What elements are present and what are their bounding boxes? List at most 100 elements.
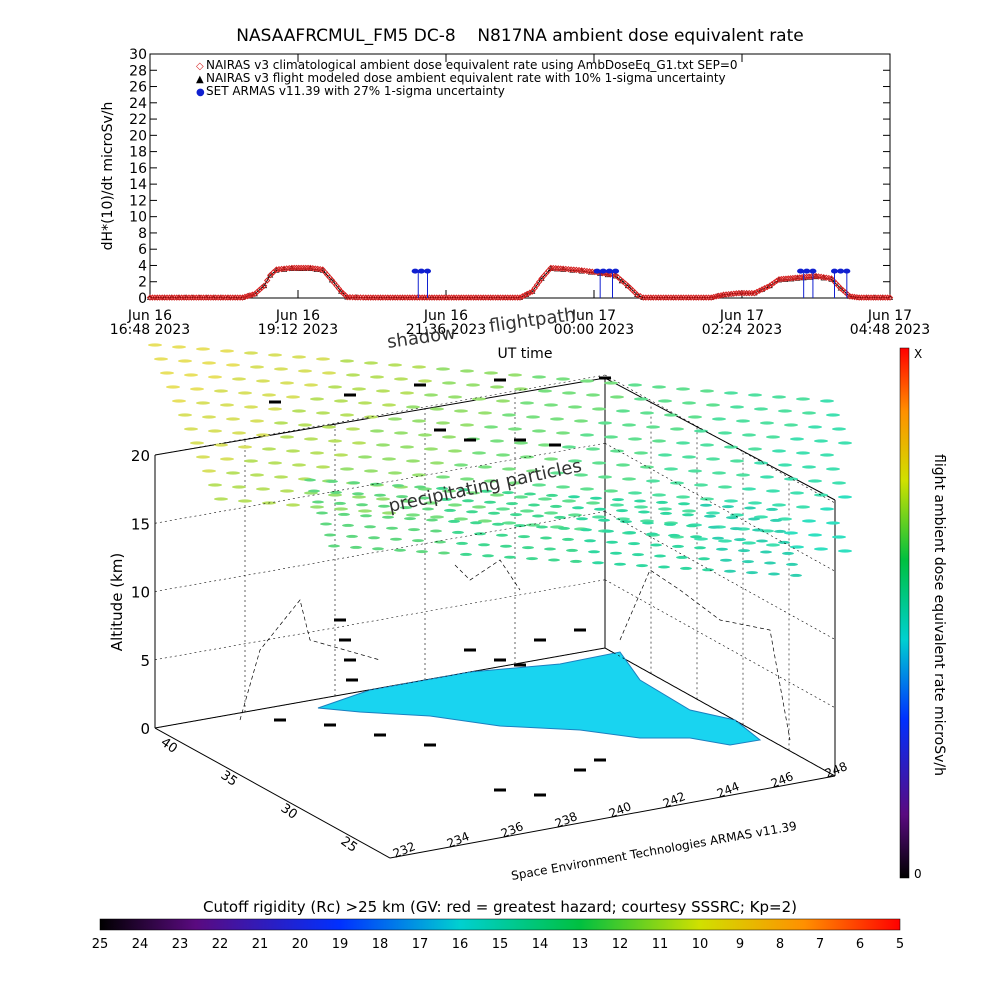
right-colorbar-bottom-label: 0: [914, 867, 922, 881]
nairas-climatology-point: [715, 292, 722, 300]
nairas-climatology-point: [236, 294, 244, 301]
rigidity-dash: [454, 517, 468, 521]
nairas-climatology-point: [462, 294, 470, 301]
particle-dash: [492, 522, 504, 526]
y-tick-label: 22: [129, 112, 147, 128]
rigidity-dash: [424, 501, 438, 505]
rigidity-dash: [820, 507, 834, 511]
nairas-climatology-point: [511, 294, 519, 301]
particle-dash: [364, 525, 376, 529]
longitude-tick-label: 232: [391, 839, 417, 861]
legend-entry: NAIRAS v3 climatological ambient dose eq…: [206, 58, 738, 72]
rigidity-dash: [214, 389, 228, 393]
bottom-colorbar-tick-label: 21: [252, 937, 269, 952]
rigidity-dash: [580, 487, 594, 491]
nairas-climatology-point: [458, 294, 465, 301]
nairas-climatology-point: [260, 282, 268, 290]
rigidity-dash: [328, 493, 342, 497]
rigidity-dash: [574, 419, 588, 423]
rigidity-dash: [280, 435, 294, 439]
nairas-climatology-point: [394, 294, 401, 301]
rigidity-dash: [418, 433, 432, 437]
nairas-climatology-point: [431, 294, 438, 301]
particle-dash: [368, 536, 380, 540]
nairas-climatology-point: [801, 273, 808, 281]
x-tick-label-date: Jun 16: [275, 308, 320, 324]
nairas-climatology-point: [477, 294, 485, 301]
nairas-climatology-point: [180, 294, 188, 301]
nairas-climatology-point: [217, 294, 224, 301]
rigidity-dash: [502, 413, 516, 417]
particle-dash: [328, 544, 340, 548]
particle-dash: [786, 562, 798, 566]
particle-dash: [524, 492, 536, 496]
rigidity-dash: [718, 485, 732, 489]
nairas-climatology-point: [372, 294, 379, 301]
particle-dash: [576, 517, 588, 521]
nairas-climatology-point: [438, 294, 445, 301]
bottom-colorbar-tick-label: 7: [816, 937, 824, 952]
nairas-climatology-point: [300, 264, 307, 272]
rigidity-dash: [622, 477, 636, 481]
rigidity-dash: [790, 491, 804, 495]
nairas-climatology-point: [494, 294, 502, 301]
nairas-climatology-point: [465, 294, 472, 301]
rigidity-dash: [244, 351, 258, 355]
nairas-climatology-point: [773, 277, 780, 285]
particle-dash: [536, 525, 548, 529]
particle-dash: [614, 562, 626, 566]
rigidity-dash: [538, 389, 552, 393]
flight-track-dash: [324, 723, 336, 727]
particle-dash: [458, 488, 470, 492]
nairas-climatology-point: [637, 292, 644, 300]
nairas-climatology-point: [652, 294, 660, 301]
rigidity-dash: [640, 411, 654, 415]
legend-entry: NAIRAS v3 flight modeled dose ambient eq…: [206, 71, 726, 85]
nairas-climatology-point: [860, 294, 868, 301]
nairas-climatology-point: [418, 294, 426, 301]
nairas-climatology-point: [382, 294, 389, 301]
flight-track-dash: [599, 376, 611, 380]
legend-symbol: ▲: [196, 74, 204, 85]
rigidity-field-dots: [148, 343, 852, 577]
rigidity-dash: [520, 509, 534, 513]
particle-dash: [594, 507, 606, 511]
nairas-climatology-point: [443, 294, 450, 301]
legend-symbol: ●: [196, 87, 205, 98]
rigidity-dash: [442, 381, 456, 385]
nairas-climatology-point: [487, 294, 494, 301]
rigidity-dash: [358, 401, 372, 405]
particle-dash: [712, 536, 724, 540]
particle-dash: [702, 568, 714, 572]
nairas-climatology-point: [205, 294, 212, 301]
y-tick-label: 4: [138, 258, 147, 274]
nairas-climatology-point: [379, 294, 387, 301]
flight-track-dash: [464, 438, 476, 442]
flight-track-dash: [339, 638, 351, 642]
nairas-climatology-point: [680, 294, 687, 301]
rigidity-dash: [418, 379, 432, 383]
particle-dash: [708, 525, 720, 529]
longitude-tick-label: 238: [553, 809, 579, 831]
particle-dash: [550, 504, 562, 508]
x-tick-label-time: 19:12 2023: [258, 322, 338, 338]
particle-dash: [500, 544, 512, 548]
rigidity-dash: [754, 407, 768, 411]
particle-dash: [638, 510, 650, 514]
nairas-climatology-point: [283, 265, 290, 272]
particle-dash: [448, 519, 460, 523]
particle-dash: [782, 551, 794, 555]
armas-point: [809, 268, 817, 274]
altitude-tick-label: 15: [131, 515, 150, 533]
particle-dash: [546, 493, 558, 497]
rigidity-dash: [568, 459, 582, 463]
altitude-grid-line: [154, 511, 606, 592]
particle-dash: [390, 537, 402, 541]
rigidity-dash: [358, 509, 372, 513]
rigidity-dash: [232, 485, 246, 489]
flight-track-dash: [549, 443, 561, 447]
nairas-climatology-point: [785, 275, 792, 282]
rigidity-dash: [478, 519, 492, 523]
rigidity-dash: [412, 419, 426, 423]
rigidity-dash: [370, 375, 384, 379]
